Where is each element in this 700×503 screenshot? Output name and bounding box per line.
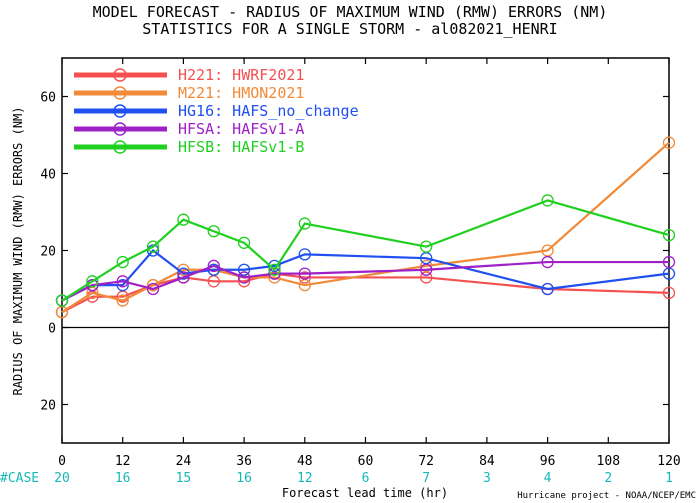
x-tick-label: 36 xyxy=(236,454,252,469)
case-count: 6 xyxy=(362,471,370,486)
x-tick-label: 84 xyxy=(479,454,495,469)
data-point xyxy=(541,194,554,207)
data-point xyxy=(237,271,251,284)
data-point xyxy=(662,255,676,269)
chart-title: MODEL FORECAST - RADIUS OF MAXIMUM WIND … xyxy=(93,3,608,21)
legend-marker xyxy=(113,104,127,118)
data-point xyxy=(237,236,251,249)
x-tick-label: 0 xyxy=(58,454,66,469)
data-point xyxy=(207,225,220,238)
data-point xyxy=(146,278,160,292)
legend-marker xyxy=(113,122,127,136)
data-point xyxy=(177,213,190,226)
data-point xyxy=(86,275,99,288)
data-point xyxy=(177,267,190,280)
case-count: 7 xyxy=(422,471,430,486)
y-tick-label: 20 xyxy=(40,399,56,414)
legend-label: HG16: HAFS_no_change xyxy=(178,102,359,120)
y-tick-label: 60 xyxy=(40,91,56,106)
legend-label: M221: HMON2021 xyxy=(178,84,304,102)
x-tick-label: 96 xyxy=(540,454,556,469)
data-point xyxy=(116,275,129,288)
case-count: 12 xyxy=(297,471,313,486)
chart-subtitle: STATISTICS FOR A SINGLE STORM - al082021… xyxy=(142,20,557,38)
x-axis: 0 12 24 36 48 60 72 84 96 108 120 xyxy=(58,58,681,469)
x-tick-label: 72 xyxy=(418,454,434,469)
data-point xyxy=(298,267,311,280)
x-axis-label: Forecast lead time (hr) xyxy=(282,486,448,500)
data-point xyxy=(146,282,160,296)
data-point xyxy=(207,263,220,276)
data-point xyxy=(662,228,676,242)
data-point xyxy=(662,136,676,149)
legend-label: HFSA: HAFSv1-A xyxy=(178,120,304,138)
case-count: 2 xyxy=(604,471,612,486)
x-tick-label: 120 xyxy=(657,454,680,469)
data-point xyxy=(116,278,129,292)
series-5 xyxy=(55,194,676,307)
case-label: #CASE xyxy=(0,471,39,486)
y-tick-label: 20 xyxy=(40,245,56,260)
legend-label: HFSB: HAFSv1-B xyxy=(178,138,304,156)
data-point xyxy=(268,263,281,276)
data-point xyxy=(146,240,160,253)
data-point xyxy=(177,271,190,284)
series-line xyxy=(61,141,670,314)
legend-marker xyxy=(113,68,127,82)
data-point xyxy=(116,294,129,307)
x-tick-label: 24 xyxy=(176,454,192,469)
y-tick-label: 40 xyxy=(40,168,56,183)
case-count: 16 xyxy=(236,471,252,486)
case-count: 15 xyxy=(176,471,192,486)
legend-marker xyxy=(113,140,127,154)
data-point xyxy=(116,255,129,269)
data-point xyxy=(298,271,311,284)
data-point xyxy=(55,294,69,307)
x-tick-label: 60 xyxy=(358,454,374,469)
data-point xyxy=(298,217,311,230)
legend-label: H221: HWRF2021 xyxy=(178,66,304,84)
data-point xyxy=(207,259,220,273)
case-count: 20 xyxy=(54,471,70,486)
data-point xyxy=(662,286,676,300)
case-count: 1 xyxy=(665,471,673,486)
data-point xyxy=(298,248,311,261)
legend-marker xyxy=(113,86,127,100)
y-axis: 20 0 20 40 60 xyxy=(40,91,669,414)
credit-text: Hurricane project - NOAA/NCEP/EMC xyxy=(517,491,696,501)
y-axis-label: RADIUS OF MAXIMUM WIND (RMW) ERRORS (NM) xyxy=(11,107,25,396)
series-layer xyxy=(55,136,676,319)
case-count: 4 xyxy=(544,471,552,486)
x-tick-label: 12 xyxy=(115,454,131,469)
case-counts: 20 16 15 16 12 6 7 3 4 2 1 xyxy=(54,471,673,486)
data-point xyxy=(541,255,554,269)
case-count: 3 xyxy=(483,471,491,486)
data-point xyxy=(420,240,433,253)
data-point xyxy=(420,263,433,276)
data-point xyxy=(541,282,554,296)
data-point xyxy=(237,263,251,276)
x-tick-label: 108 xyxy=(597,454,620,469)
data-point xyxy=(420,259,433,273)
case-count: 16 xyxy=(115,471,131,486)
y-tick-label: 0 xyxy=(48,322,56,337)
x-tick-label: 48 xyxy=(297,454,313,469)
